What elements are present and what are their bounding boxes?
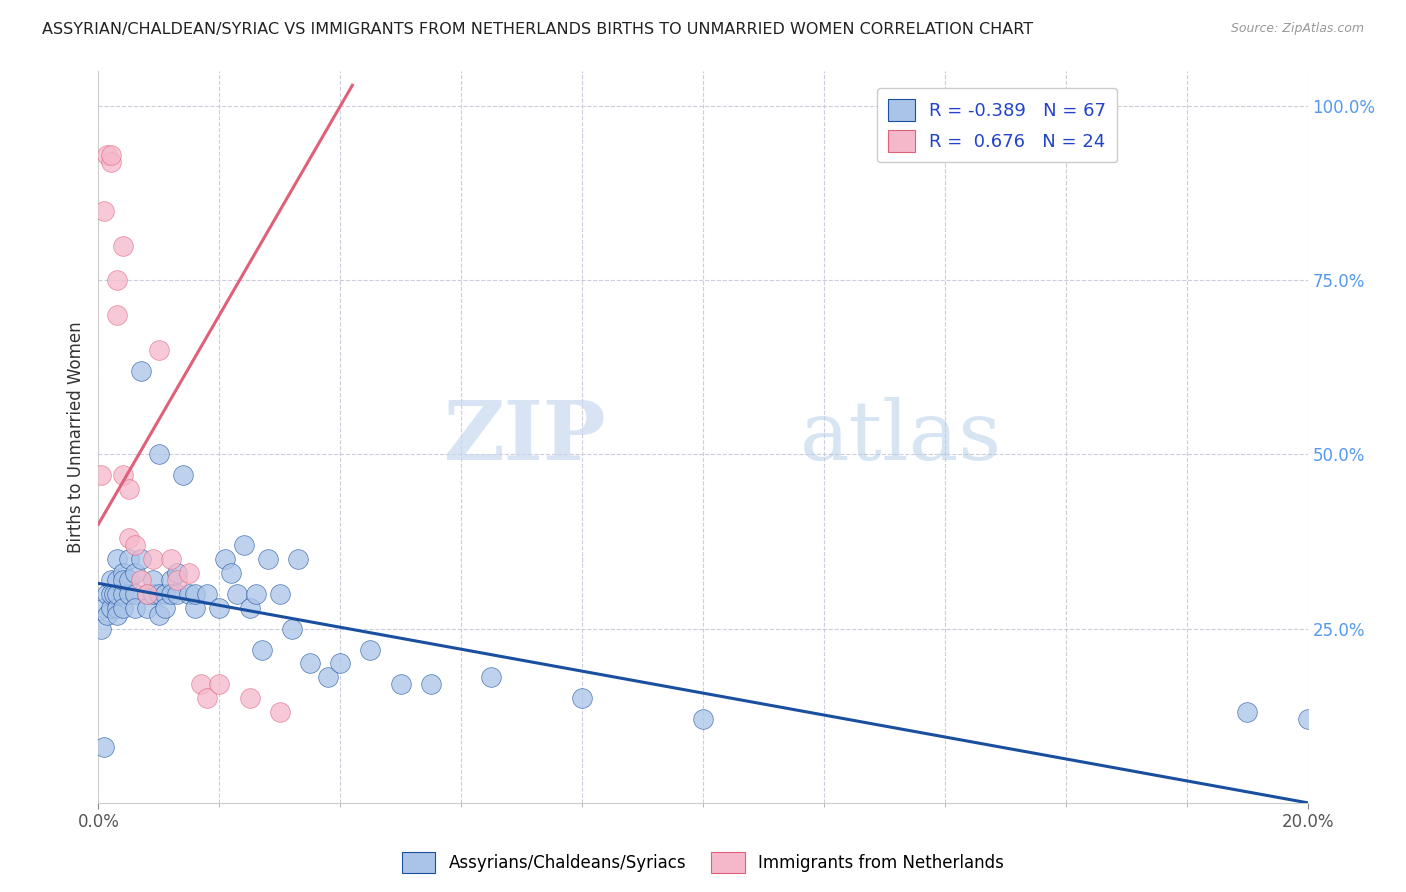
Point xyxy=(100,600,122,615)
Text: ASSYRIAN/CHALDEAN/SYRIAC VS IMMIGRANTS FROM NETHERLANDS BIRTHS TO UNMARRIED WOME: ASSYRIAN/CHALDEAN/SYRIAC VS IMMIGRANTS F… xyxy=(42,22,1033,37)
Point xyxy=(1296,712,1319,726)
Point xyxy=(100,573,122,587)
Point xyxy=(135,587,157,601)
Point xyxy=(105,607,128,622)
Y-axis label: Births to Unmarried Women: Births to Unmarried Women xyxy=(66,321,84,553)
Point xyxy=(105,587,128,601)
Point xyxy=(129,552,152,566)
Point xyxy=(692,712,714,726)
Point xyxy=(124,538,146,552)
Point xyxy=(299,657,322,671)
Point xyxy=(90,622,112,636)
Point xyxy=(111,587,134,601)
Point xyxy=(214,552,236,566)
Point xyxy=(232,538,254,552)
Point xyxy=(118,587,141,601)
Point xyxy=(100,587,122,601)
Point xyxy=(226,587,249,601)
Point xyxy=(96,607,118,622)
Point xyxy=(124,587,146,601)
Point xyxy=(166,587,188,601)
Point xyxy=(208,600,231,615)
Point xyxy=(269,587,291,601)
Point xyxy=(179,587,201,601)
Point xyxy=(481,670,503,684)
Point xyxy=(103,587,125,601)
Point xyxy=(124,600,146,615)
Point xyxy=(316,670,339,684)
Point xyxy=(111,468,134,483)
Point xyxy=(208,677,231,691)
Point xyxy=(100,155,122,169)
Point xyxy=(184,600,207,615)
Point xyxy=(148,343,170,357)
Point xyxy=(93,600,115,615)
Point xyxy=(93,203,115,218)
Point xyxy=(166,573,188,587)
Point xyxy=(111,573,134,587)
Point xyxy=(221,566,243,580)
Point xyxy=(190,677,212,691)
Point xyxy=(571,691,593,706)
Point xyxy=(135,587,157,601)
Point xyxy=(90,468,112,483)
Point xyxy=(281,622,304,636)
Point xyxy=(245,587,267,601)
Point xyxy=(135,600,157,615)
Point xyxy=(179,566,201,580)
Point xyxy=(360,642,382,657)
Point xyxy=(239,691,262,706)
Point xyxy=(148,587,170,601)
Point xyxy=(256,552,278,566)
Point xyxy=(118,531,141,545)
Legend: R = -0.389   N = 67, R =  0.676   N = 24: R = -0.389 N = 67, R = 0.676 N = 24 xyxy=(877,87,1118,162)
Point xyxy=(153,600,176,615)
Point xyxy=(250,642,273,657)
Point xyxy=(160,552,183,566)
Point xyxy=(142,552,165,566)
Point xyxy=(389,677,412,691)
Point xyxy=(148,607,170,622)
Point xyxy=(111,238,134,252)
Point xyxy=(329,657,352,671)
Point xyxy=(420,677,443,691)
Point xyxy=(142,573,165,587)
Point xyxy=(1236,705,1258,719)
Point xyxy=(184,587,207,601)
Point xyxy=(111,600,134,615)
Point xyxy=(111,566,134,580)
Point xyxy=(105,573,128,587)
Text: ZIP: ZIP xyxy=(444,397,606,477)
Point xyxy=(96,148,118,162)
Point xyxy=(160,573,183,587)
Point xyxy=(153,587,176,601)
Point xyxy=(105,600,128,615)
Point xyxy=(239,600,262,615)
Point xyxy=(124,566,146,580)
Point xyxy=(105,552,128,566)
Point xyxy=(287,552,309,566)
Point xyxy=(96,587,118,601)
Point xyxy=(118,483,141,497)
Point xyxy=(129,364,152,378)
Point xyxy=(195,691,218,706)
Text: Source: ZipAtlas.com: Source: ZipAtlas.com xyxy=(1230,22,1364,36)
Text: atlas: atlas xyxy=(800,397,1002,477)
Legend: Assyrians/Chaldeans/Syriacs, Immigrants from Netherlands: Assyrians/Chaldeans/Syriacs, Immigrants … xyxy=(395,846,1011,880)
Point xyxy=(148,448,170,462)
Point xyxy=(195,587,218,601)
Point xyxy=(166,566,188,580)
Point xyxy=(160,587,183,601)
Point xyxy=(129,573,152,587)
Point xyxy=(93,740,115,755)
Point xyxy=(105,308,128,322)
Point xyxy=(105,273,128,287)
Point xyxy=(142,587,165,601)
Point xyxy=(100,148,122,162)
Point xyxy=(118,552,141,566)
Point xyxy=(172,468,194,483)
Point xyxy=(118,573,141,587)
Point xyxy=(269,705,291,719)
